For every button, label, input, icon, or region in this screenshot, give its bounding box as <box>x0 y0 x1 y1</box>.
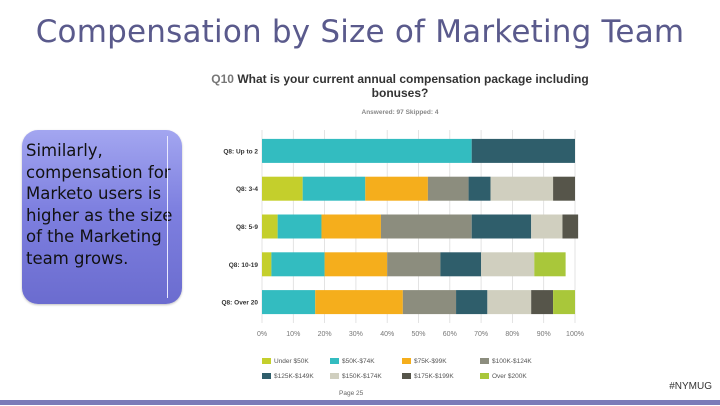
bar-segment <box>490 176 554 201</box>
chart-title-prefix: Q10 <box>211 72 234 86</box>
bar-segment <box>427 176 469 201</box>
x-tick-label: 0% <box>257 331 267 338</box>
legend-item: Under $50K <box>262 358 309 365</box>
x-tick-label: 30% <box>349 331 363 338</box>
legend-label: $175K-$199K <box>414 373 454 380</box>
callout-box: Similarly, compensation for Marketo user… <box>22 130 182 304</box>
stacked-bar-chart: 0% 10% 20% 30% 40% 50% 60% 70% 80% 90% 100% Q8: Up … <box>222 130 584 338</box>
x-tick-label: 90% <box>537 331 551 338</box>
bar-segment <box>387 252 441 277</box>
legend-item: $75K-$99K <box>402 358 447 365</box>
bar-segment <box>380 214 472 239</box>
chart-title-text: What is your current annual compensation… <box>237 72 589 100</box>
legend-swatch <box>480 373 489 380</box>
callout-text: Similarly, compensation for Marketo user… <box>26 141 173 268</box>
legend-label: $75K-$99K <box>414 358 447 365</box>
legend-label: $150K-$174K <box>342 373 382 380</box>
chart-area: Q10 What is your current annual compensa… <box>210 66 590 406</box>
x-tick-label: 10% <box>286 331 300 338</box>
bar-segment <box>456 290 488 315</box>
x-tick-label: 40% <box>380 331 394 338</box>
slide-title: Compensation by Size of Marketing Team <box>35 14 685 50</box>
bar-segment <box>562 214 579 239</box>
bar-segment <box>531 214 563 239</box>
legend-item: $150K-$174K <box>330 373 382 380</box>
bar-segment <box>262 138 472 163</box>
bar-segment <box>271 252 325 277</box>
bar-segment <box>487 290 532 315</box>
bar-segment <box>262 290 316 315</box>
bar-segment <box>468 176 491 201</box>
x-tick-label: 80% <box>505 331 519 338</box>
legend-swatch <box>262 358 271 365</box>
category-label: Q8: 3-4 <box>236 186 258 193</box>
legend-label: $100K-$124K <box>492 358 532 365</box>
x-tick-label: 100% <box>566 331 584 338</box>
category-label: Q8: Over 20 <box>222 300 259 307</box>
bar-segment <box>262 176 303 201</box>
bar-segment <box>553 290 575 315</box>
bar-segment <box>277 214 322 239</box>
legend-item: $100K-$124K <box>480 358 532 365</box>
bar-segment <box>321 214 381 239</box>
bar-segment <box>481 252 535 277</box>
bar-segment <box>531 290 554 315</box>
bottom-bar <box>0 400 720 405</box>
x-tick-label: 70% <box>474 331 488 338</box>
x-tick-label: 50% <box>411 331 425 338</box>
legend-item: $125K-$149K <box>262 373 314 380</box>
bar-segment <box>553 176 575 201</box>
x-tick-label: 60% <box>443 331 457 338</box>
legend-item: $175K-$199K <box>402 373 454 380</box>
x-tick-label: 20% <box>318 331 332 338</box>
page-number: Page 25 <box>339 390 364 397</box>
category-label: Q8: 10-19 <box>229 262 259 269</box>
legend-label: $50K-$74K <box>342 358 375 365</box>
category-label: Q8: Up to 2 <box>223 148 258 155</box>
callout-divider <box>167 136 168 298</box>
bar-segment <box>365 176 428 201</box>
legend-swatch <box>480 358 489 365</box>
legend-swatch <box>402 373 411 380</box>
chart-title: Q10 What is your current annual compensa… <box>210 72 590 100</box>
category-label: Q8: 5-9 <box>236 224 258 231</box>
legend-swatch <box>330 373 339 380</box>
bar-segment <box>440 252 482 277</box>
legend-item: $50K-$74K <box>330 358 375 365</box>
legend-swatch <box>330 358 339 365</box>
bar-segment <box>324 252 388 277</box>
bar-segment <box>534 252 566 277</box>
bar-segment <box>302 176 366 201</box>
chart-subtitle: Answered: 97 Skipped: 4 <box>361 109 439 116</box>
legend-label: Under $50K <box>274 358 309 365</box>
hashtag: #NYMUG <box>669 381 712 392</box>
bar-segment <box>471 214 532 239</box>
bar-segment <box>402 290 457 315</box>
bar-segment <box>471 138 575 163</box>
bar-segment <box>262 214 278 239</box>
legend-swatch <box>262 373 271 380</box>
legend-swatch <box>402 358 411 365</box>
bar-segment <box>262 252 272 277</box>
legend-label: $125K-$149K <box>274 373 314 380</box>
bar-segment <box>315 290 403 315</box>
legend-label: Over $200K <box>492 373 527 380</box>
legend-item: Over $200K <box>480 373 527 380</box>
